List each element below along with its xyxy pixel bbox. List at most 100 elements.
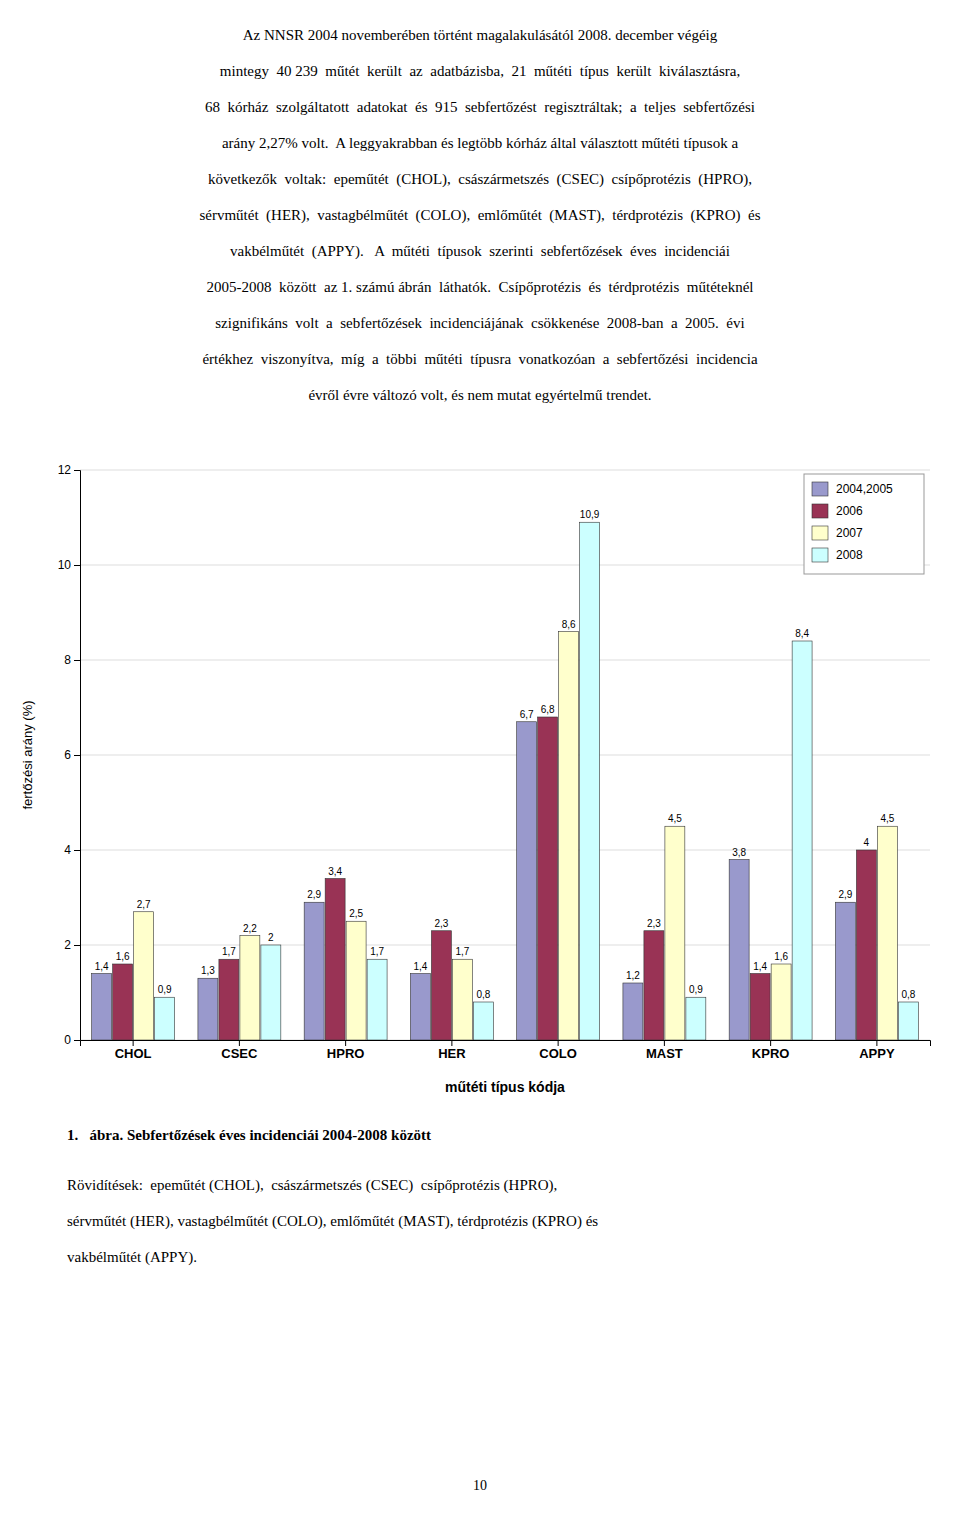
grid-line xyxy=(80,565,930,566)
tick-label: 10 xyxy=(58,558,72,572)
data-label: 1,6 xyxy=(774,951,788,962)
tick-mark xyxy=(876,1040,877,1046)
data-label: 0,8 xyxy=(476,989,490,1000)
body-text: 2005-2008 között az 1. számú ábrán látha… xyxy=(207,279,754,295)
tick-mark xyxy=(74,470,80,471)
tick-label: CHOL xyxy=(115,1046,152,1061)
data-label: 1,4 xyxy=(413,961,427,972)
tick-label: KPRO xyxy=(752,1046,790,1061)
tick: 12 xyxy=(58,463,80,477)
data-label: 0,9 xyxy=(689,984,703,995)
tick-label: COLO xyxy=(539,1046,577,1061)
data-label: 4 xyxy=(864,837,870,848)
body-text: vakbélműtét (APPY). A műtéti típusok sze… xyxy=(230,243,730,260)
body-text: mintegy 40 239 műtét került az adatbázis… xyxy=(220,63,740,79)
tick-mark xyxy=(74,945,80,946)
data-label: 1,3 xyxy=(201,965,215,976)
legend-label: 2004,2005 xyxy=(836,482,893,496)
data-label: 0,8 xyxy=(901,989,915,1000)
bars xyxy=(92,522,919,1040)
bar xyxy=(898,1002,918,1040)
data-label: 1,4 xyxy=(753,961,767,972)
data-label: 1,4 xyxy=(95,961,109,972)
tick-mark xyxy=(74,565,80,566)
tick: 4 xyxy=(64,843,80,857)
tick: COLO xyxy=(539,1040,577,1061)
legend-frame xyxy=(804,474,924,574)
data-label: 6,7 xyxy=(520,709,534,720)
data-label: 2,7 xyxy=(137,899,151,910)
tick-mark xyxy=(451,1040,452,1046)
tick-mark xyxy=(74,755,80,756)
data-label: 1,2 xyxy=(626,970,640,981)
data-label: 8,4 xyxy=(795,628,809,639)
tick-label: 12 xyxy=(58,463,72,477)
bar xyxy=(750,974,770,1041)
bar xyxy=(580,522,600,1040)
tick-mark xyxy=(74,850,80,851)
tick-label: HPRO xyxy=(327,1046,365,1061)
bar xyxy=(431,931,451,1040)
body-text: értékhez viszonyítva, míg a többi műtéti… xyxy=(202,351,758,367)
legend-item: 2008 xyxy=(812,548,863,562)
legend-swatch xyxy=(812,526,828,540)
legend-swatch xyxy=(812,482,828,496)
body-text: következők voltak: epeműtét (CHOL), csás… xyxy=(208,171,752,188)
tick-mark xyxy=(74,1040,80,1041)
data-label: 10,9 xyxy=(580,509,600,520)
body-text: sérvműtét (HER), vastagbélműtét (COLO), … xyxy=(199,207,760,224)
y-axis: 024681012 xyxy=(58,463,81,1047)
series xyxy=(155,522,919,1040)
tick-mark xyxy=(770,1040,771,1046)
legend-swatch xyxy=(812,504,828,518)
legend-item: 2006 xyxy=(812,504,863,518)
body-text: Az NNSR 2004 novemberében történt magala… xyxy=(243,27,718,43)
data-label: 4,5 xyxy=(668,813,682,824)
tick: CHOL xyxy=(115,1040,152,1061)
tick-label: 2 xyxy=(64,938,71,952)
bar xyxy=(559,632,579,1041)
tick-label: HER xyxy=(438,1046,466,1061)
caption-text: sérvműtét (HER), vastagbélműtét (COLO), … xyxy=(67,1213,598,1230)
tick: HPRO xyxy=(327,1040,365,1061)
bar xyxy=(538,717,558,1040)
legend-label: 2007 xyxy=(836,526,863,540)
series xyxy=(134,632,898,1041)
body-text: évről évre változó volt, és nem mutat eg… xyxy=(308,387,651,403)
tick-label: 6 xyxy=(64,748,71,762)
bar xyxy=(665,826,685,1040)
bar xyxy=(367,959,387,1040)
y-axis-title: fertőzési arány (%) xyxy=(20,700,35,809)
data-label: 1,7 xyxy=(222,946,236,957)
body-text: arány 2,27% volt. A leggyakrabban és leg… xyxy=(222,135,738,151)
data-label: 2,3 xyxy=(647,918,661,929)
data-label: 2 xyxy=(268,932,274,943)
tick-label: MAST xyxy=(646,1046,683,1061)
tick-mark xyxy=(558,1040,559,1046)
series xyxy=(113,717,877,1040)
tick-label: 4 xyxy=(64,843,71,857)
grid xyxy=(80,470,930,1040)
series xyxy=(92,722,856,1040)
page-number: 10 xyxy=(473,1478,487,1493)
legend-item: 2007 xyxy=(812,526,863,540)
tick: 2 xyxy=(64,938,80,952)
caption-title: 1. ábra. Sebfertőzések éves incidenciái … xyxy=(67,1127,431,1143)
axis-line xyxy=(81,1041,931,1047)
tick: MAST xyxy=(646,1040,683,1061)
tick: 8 xyxy=(64,653,80,667)
tick-label: APPY xyxy=(859,1046,895,1061)
caption-text: Rövidítések: epeműtét (CHOL), császármet… xyxy=(67,1177,557,1194)
data-label: 2,2 xyxy=(243,923,257,934)
data-label: 1,7 xyxy=(455,946,469,957)
bar xyxy=(473,1002,493,1040)
data-label: 2,5 xyxy=(349,908,363,919)
data-label: 3,8 xyxy=(732,847,746,858)
tick-mark xyxy=(239,1040,240,1046)
bar xyxy=(856,850,876,1040)
page: Az NNSR 2004 novemberében történt magala… xyxy=(0,0,960,1520)
tick: KPRO xyxy=(752,1040,790,1061)
tick-mark xyxy=(74,660,80,661)
bar xyxy=(240,936,260,1041)
body-text: szignifikáns volt a sebfertőzések incide… xyxy=(215,315,744,331)
